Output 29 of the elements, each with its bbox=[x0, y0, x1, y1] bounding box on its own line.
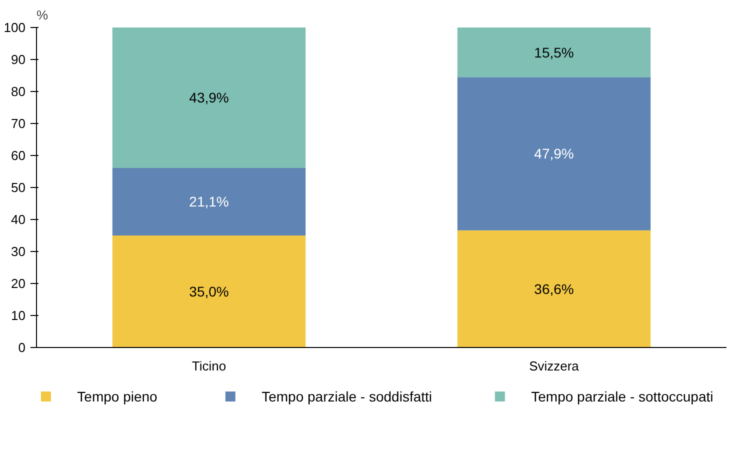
bar bbox=[457, 28, 651, 78]
legend-label: Tempo parziale - soddisfatti bbox=[262, 388, 432, 404]
bar bbox=[457, 230, 651, 348]
legend-label: Tempo parziale - sottoccupati bbox=[531, 388, 714, 404]
data-label: 21,1% bbox=[189, 194, 229, 210]
y-tick-label: 50 bbox=[11, 180, 26, 195]
y-tick-label: 70 bbox=[11, 116, 26, 131]
x-tick-label: Ticino bbox=[192, 358, 226, 374]
bar bbox=[112, 28, 306, 168]
y-tick-label: 20 bbox=[11, 276, 26, 291]
legend-label: Tempo pieno bbox=[77, 388, 158, 404]
data-label: 36,6% bbox=[534, 280, 574, 297]
y-tick-label: 90 bbox=[11, 52, 26, 67]
y-tick-label: 10 bbox=[11, 308, 26, 323]
data-label: 43,9% bbox=[189, 90, 229, 106]
x-tick-label: Svizzera bbox=[529, 358, 580, 374]
data-label: 47,9% bbox=[534, 146, 574, 162]
y-tick-label: 60 bbox=[11, 148, 26, 163]
y-tick-label: 100 bbox=[4, 20, 26, 35]
y-tick-label: 40 bbox=[11, 212, 26, 227]
data-label: 35,0% bbox=[189, 284, 229, 300]
bar bbox=[112, 236, 306, 348]
y-tick-label: 80 bbox=[11, 84, 26, 99]
y-tick-label: 0 bbox=[18, 340, 26, 355]
data-label: 15,5% bbox=[534, 44, 574, 60]
y-axis-title: % bbox=[36, 8, 48, 22]
bar bbox=[112, 168, 306, 236]
y-tick-label: 30 bbox=[11, 244, 26, 259]
bar bbox=[457, 77, 651, 230]
